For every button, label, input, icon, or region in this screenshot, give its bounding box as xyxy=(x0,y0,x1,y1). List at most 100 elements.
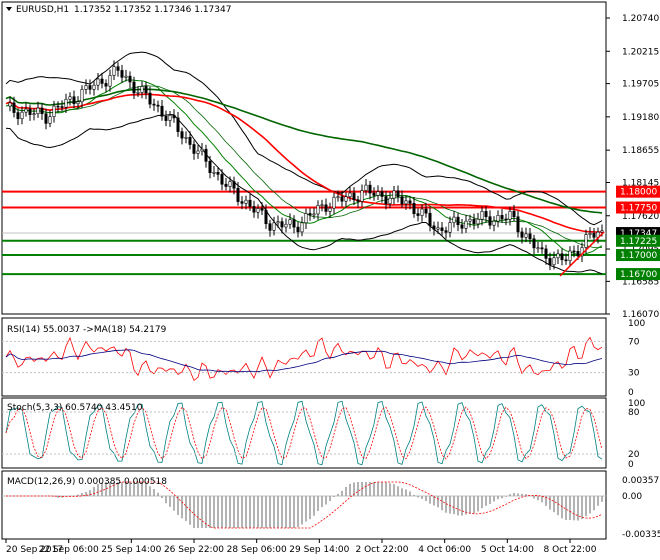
candle-body xyxy=(524,233,528,238)
price-tick-label: 1.20215 xyxy=(622,47,659,57)
rsi-tick-label: 30 xyxy=(628,369,640,379)
candle-body xyxy=(388,197,392,205)
candle-body xyxy=(60,106,64,108)
candle-body xyxy=(432,225,436,230)
rsi-tick-label: 70 xyxy=(628,337,640,347)
candle-body xyxy=(192,144,196,154)
price-tick-label: 1.19705 xyxy=(622,80,659,90)
macd-tick-label: 0.00 xyxy=(622,492,642,502)
candle-body xyxy=(140,86,144,93)
candle-body xyxy=(92,84,96,90)
stoch-tick-label: 100 xyxy=(628,399,645,409)
candle-body xyxy=(268,223,272,231)
candle-body xyxy=(200,148,204,152)
ma-fast-line xyxy=(5,79,603,256)
price-tick-label: 1.17620 xyxy=(622,212,659,222)
candle-body xyxy=(96,78,100,86)
candle-body xyxy=(300,222,304,233)
time-tick-label: 25 Sep 14:00 xyxy=(101,545,161,555)
candle-body xyxy=(448,222,452,233)
level-tag-label: 1.17225 xyxy=(620,237,657,247)
rsi-tick-label: 0 xyxy=(628,388,634,398)
candle-body xyxy=(276,221,280,224)
candle-body xyxy=(88,85,92,90)
candle-body xyxy=(548,258,552,266)
candle-body xyxy=(280,221,284,228)
macd-label: MACD(12,26,9) 0.000385 0.000518 xyxy=(7,477,167,487)
candle-body xyxy=(204,148,208,162)
candle-body xyxy=(264,209,268,225)
candle-body xyxy=(196,150,200,154)
candle-body xyxy=(504,218,508,221)
candle-body xyxy=(168,114,172,121)
candle-body xyxy=(348,192,352,197)
candle-body xyxy=(440,227,444,231)
candle-body xyxy=(100,78,104,84)
price-tick-label: 1.20740 xyxy=(622,14,659,24)
candle-body xyxy=(424,208,428,214)
time-tick-label: 26 Sep 22:00 xyxy=(164,545,224,555)
macd-pane-frame xyxy=(1,470,607,540)
candle-body xyxy=(396,190,400,197)
candle-body xyxy=(112,66,116,76)
candle-body xyxy=(220,174,224,185)
candle-body xyxy=(412,203,416,214)
candle-body xyxy=(16,112,20,120)
candle-body xyxy=(152,103,156,106)
candle-body xyxy=(600,230,604,233)
rsi-pane-frame xyxy=(1,317,607,397)
candle-body xyxy=(416,213,420,216)
candle-body xyxy=(288,219,292,225)
time-tick-label: 2 Oct 22:00 xyxy=(356,545,409,555)
candle-body xyxy=(336,196,340,199)
candle-body xyxy=(572,250,576,253)
macd-pane[interactable]: MACD(12,26,9) 0.000385 0.000518 xyxy=(1,470,607,540)
candle-body xyxy=(72,96,76,105)
candle-body xyxy=(496,215,500,222)
ma-darkgreen-line xyxy=(5,88,603,214)
stochastic-pane[interactable]: Stoch(5,3,3) 60.5740 43.4510 xyxy=(1,397,607,469)
candle-body xyxy=(372,192,376,196)
rsi-pane[interactable]: RSI(14) 55.0037 ->MA(18) 54.2179 xyxy=(1,317,607,397)
rsi-axis: 70 30 100 0 xyxy=(2,319,645,398)
price-pane[interactable]: EURUSD,H1 1.17352 1.17352 1.17346 1.1734… xyxy=(1,1,607,315)
candle-body xyxy=(312,213,316,216)
rsi-ma-line xyxy=(5,349,603,373)
candle-body xyxy=(296,226,300,233)
candle-body xyxy=(28,108,32,115)
stoch-tick-label: 0 xyxy=(628,460,634,470)
candle-body xyxy=(356,199,360,202)
rsi-tick-label: 100 xyxy=(628,319,645,329)
candle-body xyxy=(128,75,132,83)
candle-body xyxy=(392,190,396,199)
candle-body xyxy=(352,192,356,201)
candle-body xyxy=(544,248,548,259)
candle-body xyxy=(508,210,512,220)
level-tag-box xyxy=(616,234,660,247)
bollinger-upper xyxy=(5,51,603,226)
candle-body xyxy=(248,199,252,207)
trendline[interactable] xyxy=(559,231,605,277)
candle-body xyxy=(120,70,124,78)
candle-body xyxy=(532,238,536,249)
level-tag-box xyxy=(616,249,660,262)
dropdown-arrow-icon[interactable] xyxy=(6,7,12,11)
candle-body xyxy=(232,181,236,189)
candle-body xyxy=(456,216,460,226)
candle-body xyxy=(564,259,568,262)
candle-body xyxy=(332,196,336,209)
candle-body xyxy=(228,181,232,187)
stoch-tick-label: 80 xyxy=(628,408,640,418)
price-tick-label: 1.18655 xyxy=(622,146,659,156)
candle-body xyxy=(160,105,164,117)
macd-tick-label: -0.003357 xyxy=(622,530,660,540)
candle-body xyxy=(292,219,296,228)
candle-body xyxy=(560,253,564,261)
candle-body xyxy=(452,216,456,223)
candle-body xyxy=(156,104,160,107)
candle-body xyxy=(528,233,532,240)
